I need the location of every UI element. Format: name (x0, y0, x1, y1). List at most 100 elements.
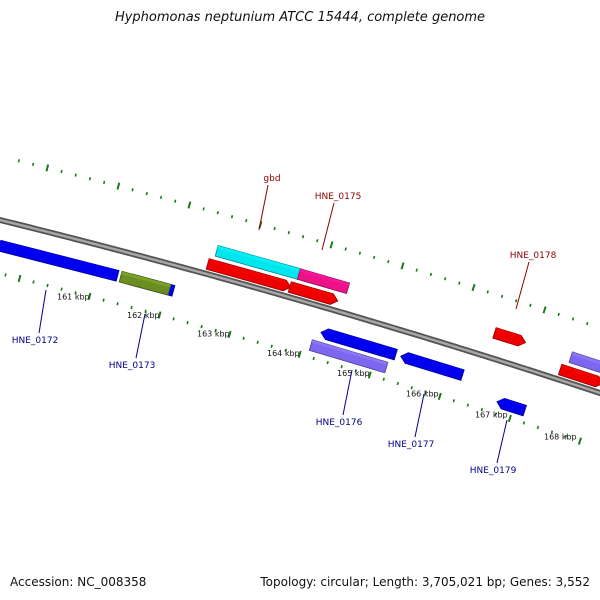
gene-label-hne-0172[interactable]: HNE_0172 (12, 336, 59, 346)
gene-label-hne-0178[interactable]: HNE_0178 (510, 251, 557, 261)
kbp-label: 166 kbp (406, 389, 439, 398)
tick-top (159, 195, 163, 200)
tick-bottom (186, 321, 189, 325)
tick-top (458, 281, 461, 285)
accession-text: Accession: NC_008358 (10, 575, 147, 589)
gene-arrow[interactable] (205, 258, 292, 292)
gene-arrow[interactable] (320, 328, 398, 361)
gene-label-hne-0179[interactable]: HNE_0179 (470, 466, 517, 476)
tick-top (230, 215, 234, 219)
tick-top (31, 162, 35, 166)
tick-bottom (172, 317, 175, 321)
tick-top (571, 317, 575, 321)
tick-bottom (242, 336, 245, 340)
tick-bottom (32, 280, 35, 284)
gene-arrow-hne-0173[interactable] (118, 270, 172, 296)
tick-bottom (424, 390, 428, 394)
tick-top (174, 199, 177, 203)
tick-top (45, 164, 50, 172)
tick-bottom (452, 399, 456, 403)
tick-top (529, 303, 532, 308)
gene-label-hne-0176[interactable]: HNE_0176 (316, 418, 363, 428)
tick-bottom (382, 377, 385, 381)
tick-bottom (46, 283, 49, 288)
tick-bottom (367, 371, 372, 379)
tick-top (216, 211, 220, 215)
genes (0, 239, 600, 417)
genome-summary: Topology: circular; Length: 3,705,021 bp… (260, 575, 590, 589)
gene-arrow-hne-0175[interactable] (296, 268, 351, 294)
tick-bottom (74, 291, 77, 295)
gene-label-gbd[interactable]: gbd (263, 174, 280, 184)
dna-backbone (0, 216, 600, 397)
tick-bottom (410, 386, 413, 390)
tick-bottom (116, 302, 119, 306)
leader-line (496, 419, 508, 464)
tick-top (273, 226, 276, 231)
tick-top (301, 235, 305, 239)
tick-bottom (536, 425, 540, 430)
gene-arrow-hne-0179[interactable] (496, 397, 528, 417)
tick-top (245, 218, 248, 223)
gene-label-hne-0173[interactable]: HNE_0173 (109, 361, 156, 371)
gene-arrow[interactable] (568, 351, 600, 375)
tick-bottom (270, 344, 273, 348)
leader-line (321, 202, 335, 251)
kbp-ruler: 161 kbp 162 kbp 163 kbp 164 kbp 165 kbp 166 k… (57, 293, 577, 442)
tick-bottom (494, 412, 498, 416)
tick-marks (4, 159, 589, 445)
kbp-label: 164 kbp (267, 349, 300, 358)
tick-bottom (564, 434, 568, 439)
backbone-outer (0, 216, 600, 397)
tick-top (88, 177, 92, 181)
kbp-label: 167 kbp (475, 411, 508, 420)
tick-bottom (144, 309, 147, 313)
tick-top (471, 283, 476, 292)
tick-top (287, 230, 291, 235)
tick-top (372, 255, 376, 260)
gene-arrow[interactable] (557, 363, 600, 388)
tick-bottom (550, 430, 554, 434)
gene-arrow-hne-0177[interactable] (400, 352, 465, 381)
gene-arrow-hne-0176[interactable] (308, 339, 389, 374)
tick-top (585, 321, 589, 326)
tick-bottom (577, 437, 582, 445)
tick-bottom (17, 274, 22, 283)
tick-top (429, 272, 433, 277)
map-title: Hyphomonas neptunium ATCC 15444, complet… (114, 10, 486, 25)
gene-arrow[interactable] (287, 281, 339, 305)
tick-bottom (102, 298, 105, 302)
gene-arrow[interactable] (0, 239, 120, 282)
tick-bottom (284, 348, 287, 352)
tick-top (131, 188, 134, 192)
tick-top (17, 159, 21, 163)
tick-top (316, 239, 319, 243)
gene-label-hne-0175[interactable]: HNE_0175 (315, 192, 362, 202)
gene-labels: HNE_0172 HNE_0173 gbd HNE_0175 HNE_0176 HNE_0… (12, 174, 557, 476)
tick-top (400, 262, 405, 270)
gene-arrow-hne-0178[interactable] (492, 327, 527, 347)
leader-line (38, 289, 47, 334)
tick-top (103, 180, 106, 185)
tick-bottom (297, 350, 302, 359)
tick-bottom (312, 356, 315, 361)
tick-top (415, 268, 418, 272)
tick-top (514, 299, 518, 303)
kbp-label: 163 kbp (197, 330, 230, 339)
tick-top (187, 201, 192, 209)
tick-top (60, 169, 63, 174)
tick-top (116, 182, 121, 190)
tick-top (557, 312, 561, 317)
gene-label-hne-0177[interactable]: HNE_0177 (388, 440, 435, 450)
tick-top (145, 191, 148, 196)
tick-top (387, 259, 390, 264)
tick-bottom (214, 328, 217, 333)
tick-top (74, 173, 77, 177)
tick-bottom (396, 381, 399, 386)
tick-bottom (4, 273, 7, 277)
tick-bottom (340, 365, 343, 369)
tick-top (486, 290, 489, 294)
tick-top (500, 294, 504, 299)
tick-bottom (354, 369, 357, 373)
